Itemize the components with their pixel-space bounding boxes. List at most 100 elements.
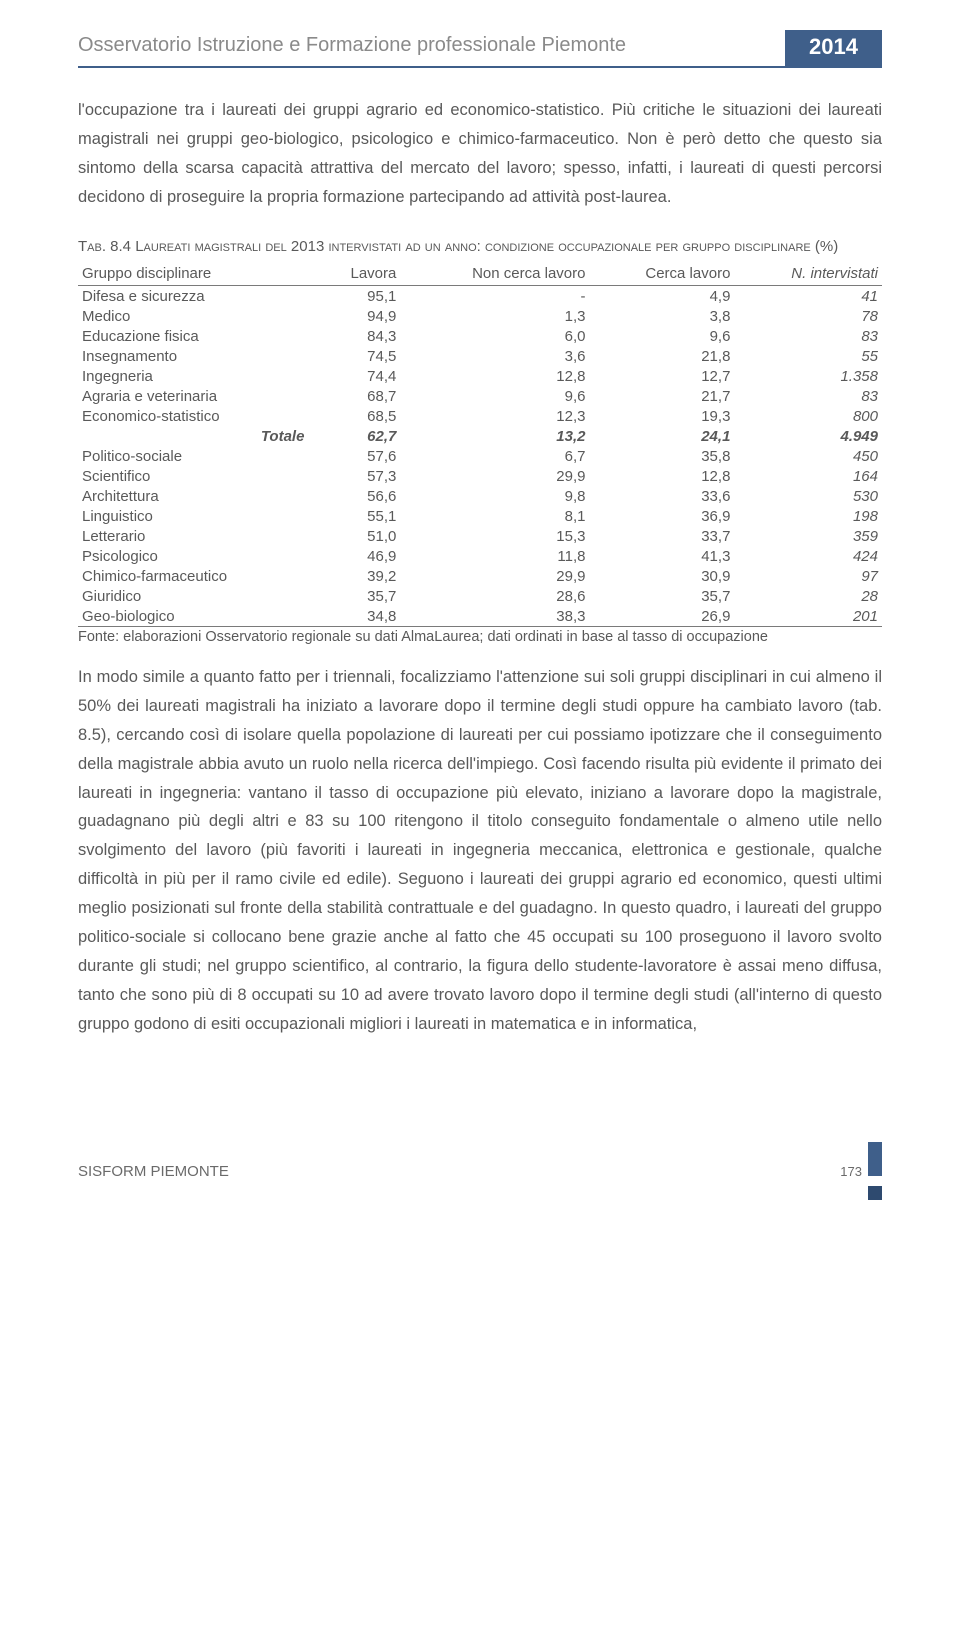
- table-row: Chimico-farmaceutico39,229,930,997: [78, 566, 882, 586]
- cell-label: Insegnamento: [78, 346, 316, 366]
- cell-lavora: 39,2: [316, 566, 400, 586]
- cell-label: Giuridico: [78, 586, 316, 606]
- cell-noncerca: 9,6: [400, 386, 589, 406]
- cell-n: 800: [734, 406, 882, 426]
- cell-lavora: 55,1: [316, 506, 400, 526]
- cell-n: 359: [734, 526, 882, 546]
- cell-noncerca: 15,3: [400, 526, 589, 546]
- cell-cerca: 21,7: [589, 386, 734, 406]
- cell-cerca: 3,8: [589, 306, 734, 326]
- cell-noncerca: 3,6: [400, 346, 589, 366]
- table-row: Linguistico55,18,136,9198: [78, 506, 882, 526]
- cell-noncerca: 6,0: [400, 326, 589, 346]
- cell-cerca: 30,9: [589, 566, 734, 586]
- cell-cerca: 24,1: [589, 426, 734, 446]
- table-row: Medico94,91,33,878: [78, 306, 882, 326]
- table-row: Politico-sociale57,66,735,8450: [78, 446, 882, 466]
- paragraph-1: l'occupazione tra i laureati dei gruppi …: [78, 96, 882, 212]
- occupation-table: Gruppo disciplinare Lavora Non cerca lav…: [78, 262, 882, 627]
- table-row: Educazione fisica84,36,09,683: [78, 326, 882, 346]
- table-caption-text: Laureati magistrali del 2013 intervistat…: [135, 238, 838, 255]
- cell-cerca: 36,9: [589, 506, 734, 526]
- cell-lavora: 68,7: [316, 386, 400, 406]
- table-source: Fonte: elaborazioni Osservatorio regiona…: [78, 629, 882, 645]
- cell-lavora: 95,1: [316, 286, 400, 307]
- page-footer: SISFORM PIEMONTE 173: [0, 1142, 960, 1220]
- cell-label: Economico-statistico: [78, 406, 316, 426]
- cell-lavora: 94,9: [316, 306, 400, 326]
- cell-lavora: 57,3: [316, 466, 400, 486]
- table-row: Geo-biologico34,838,326,9201: [78, 606, 882, 627]
- cell-cerca: 19,3: [589, 406, 734, 426]
- cell-cerca: 4,9: [589, 286, 734, 307]
- cell-lavora: 74,5: [316, 346, 400, 366]
- cell-noncerca: 9,8: [400, 486, 589, 506]
- cell-n: 1.358: [734, 366, 882, 386]
- table-row: Totale62,713,224,14.949: [78, 426, 882, 446]
- table-row: Giuridico35,728,635,728: [78, 586, 882, 606]
- table-row: Economico-statistico68,512,319,3800: [78, 406, 882, 426]
- cell-cerca: 9,6: [589, 326, 734, 346]
- col-cerca: Cerca lavoro: [589, 262, 734, 286]
- cell-label: Psicologico: [78, 546, 316, 566]
- cell-noncerca: 11,8: [400, 546, 589, 566]
- cell-cerca: 33,7: [589, 526, 734, 546]
- cell-label: Chimico-farmaceutico: [78, 566, 316, 586]
- cell-noncerca: 29,9: [400, 466, 589, 486]
- table-row: Letterario51,015,333,7359: [78, 526, 882, 546]
- cell-cerca: 35,8: [589, 446, 734, 466]
- cell-cerca: 26,9: [589, 606, 734, 627]
- cell-cerca: 12,8: [589, 466, 734, 486]
- cell-cerca: 33,6: [589, 486, 734, 506]
- header-title: Osservatorio Istruzione e Formazione pro…: [78, 30, 785, 66]
- cell-n: 530: [734, 486, 882, 506]
- cell-n: 78: [734, 306, 882, 326]
- table-caption-prefix: Tab. 8.4: [78, 238, 135, 255]
- table-row: Scientifico57,329,912,8164: [78, 466, 882, 486]
- cell-lavora: 51,0: [316, 526, 400, 546]
- col-gruppo: Gruppo disciplinare: [78, 262, 316, 286]
- cell-n: 424: [734, 546, 882, 566]
- cell-n: 83: [734, 326, 882, 346]
- cell-cerca: 41,3: [589, 546, 734, 566]
- cell-lavora: 57,6: [316, 446, 400, 466]
- table-caption: Tab. 8.4 Laureati magistrali del 2013 in…: [78, 236, 882, 259]
- cell-lavora: 46,9: [316, 546, 400, 566]
- cell-cerca: 12,7: [589, 366, 734, 386]
- footer-right: 173: [840, 1142, 882, 1200]
- col-n: N. intervistati: [734, 262, 882, 286]
- cell-noncerca: 8,1: [400, 506, 589, 526]
- cell-label: Letterario: [78, 526, 316, 546]
- table-row: Agraria e veterinaria68,79,621,783: [78, 386, 882, 406]
- cell-noncerca: 13,2: [400, 426, 589, 446]
- page-number: 173: [840, 1164, 862, 1179]
- cell-lavora: 68,5: [316, 406, 400, 426]
- cell-label: Educazione fisica: [78, 326, 316, 346]
- col-noncerca: Non cerca lavoro: [400, 262, 589, 286]
- cell-n: 41: [734, 286, 882, 307]
- table-row: Insegnamento74,53,621,855: [78, 346, 882, 366]
- cell-n: 450: [734, 446, 882, 466]
- table-row: Ingegneria74,412,812,71.358: [78, 366, 882, 386]
- cell-lavora: 74,4: [316, 366, 400, 386]
- cell-label: Linguistico: [78, 506, 316, 526]
- footer-bar-icon: [868, 1142, 882, 1200]
- cell-lavora: 62,7: [316, 426, 400, 446]
- page-header: Osservatorio Istruzione e Formazione pro…: [78, 30, 882, 68]
- cell-n: 83: [734, 386, 882, 406]
- cell-lavora: 35,7: [316, 586, 400, 606]
- cell-lavora: 34,8: [316, 606, 400, 627]
- paragraph-2: In modo simile a quanto fatto per i trie…: [78, 663, 882, 1038]
- cell-n: 164: [734, 466, 882, 486]
- cell-cerca: 35,7: [589, 586, 734, 606]
- cell-label: Agraria e veterinaria: [78, 386, 316, 406]
- cell-label: Politico-sociale: [78, 446, 316, 466]
- cell-noncerca: 38,3: [400, 606, 589, 627]
- footer-left: SISFORM PIEMONTE: [78, 1163, 229, 1180]
- cell-lavora: 84,3: [316, 326, 400, 346]
- cell-n: 28: [734, 586, 882, 606]
- cell-n: 55: [734, 346, 882, 366]
- table-row: Architettura56,69,833,6530: [78, 486, 882, 506]
- table-header-row: Gruppo disciplinare Lavora Non cerca lav…: [78, 262, 882, 286]
- cell-label: Totale: [78, 426, 316, 446]
